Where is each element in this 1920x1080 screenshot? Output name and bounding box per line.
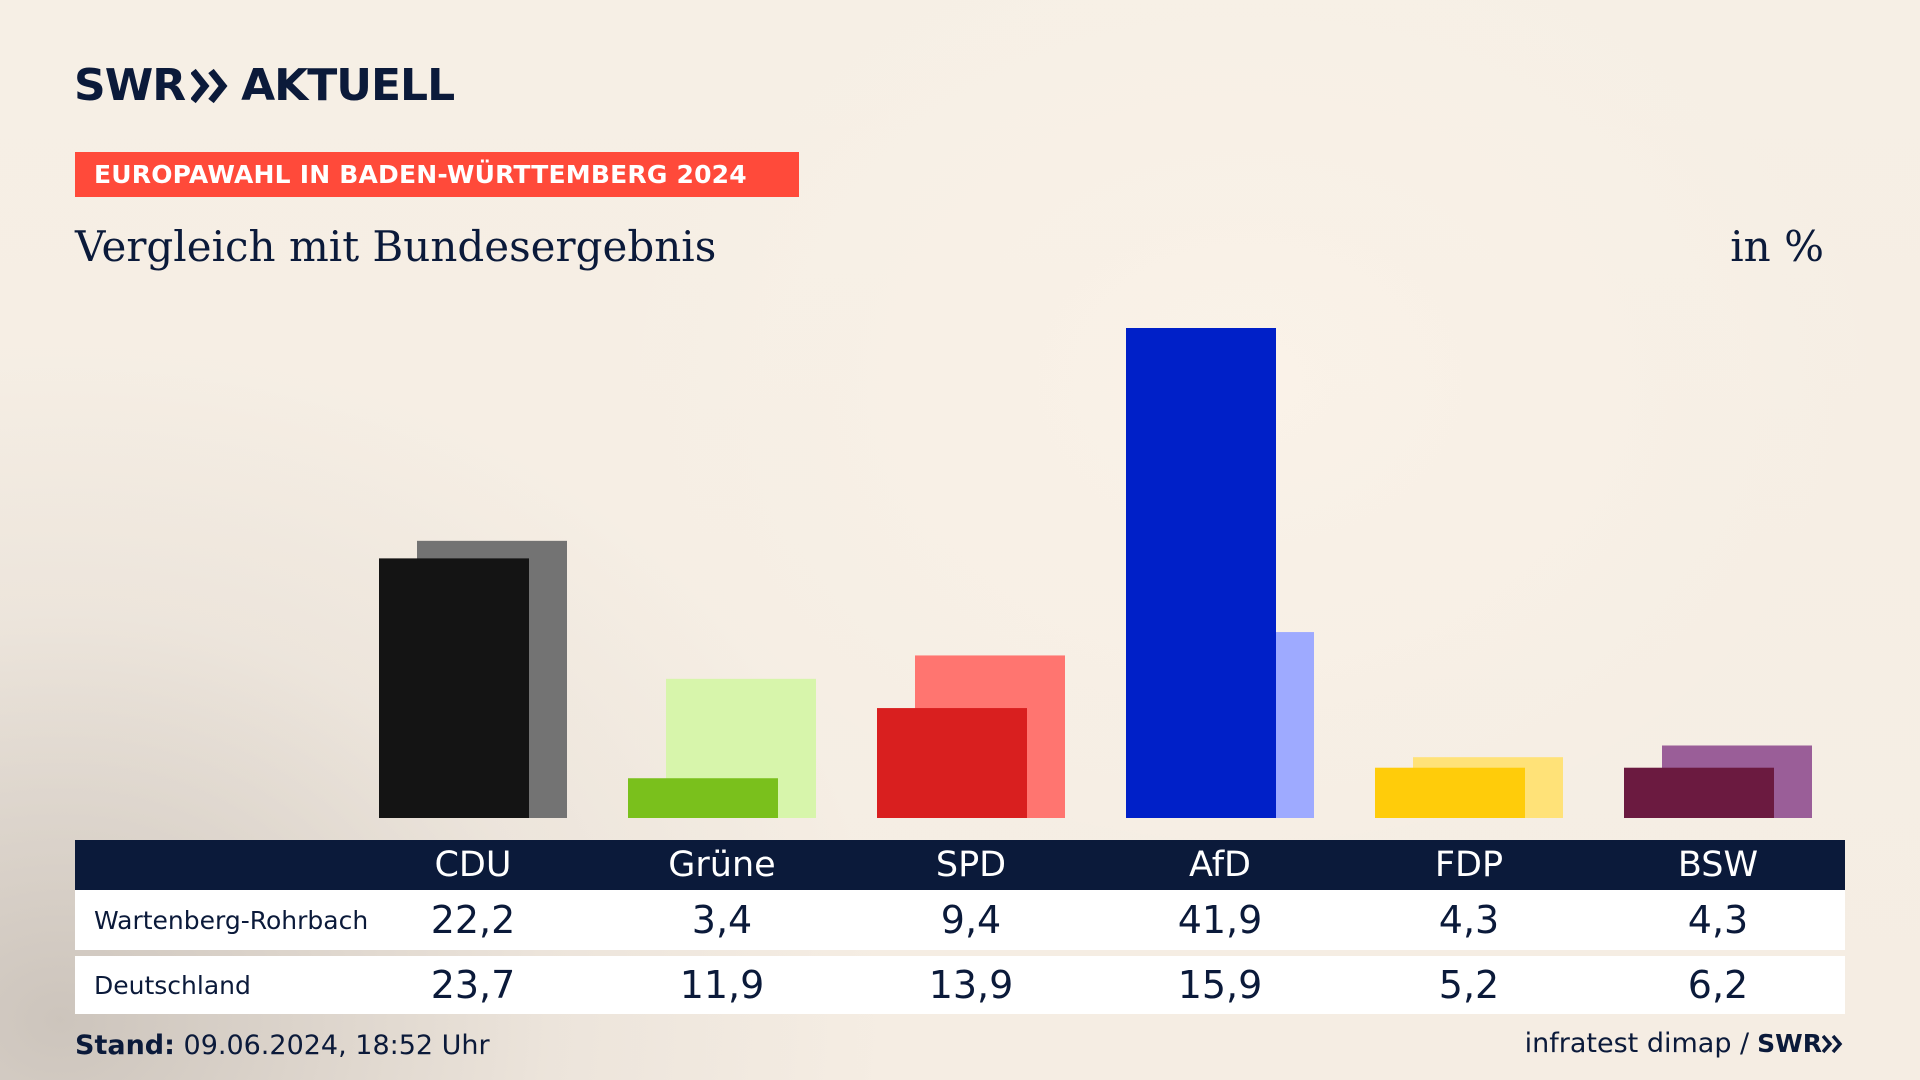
bar-deutschland-spd [915,655,1065,818]
row-label: Deutschland [94,970,251,1000]
value-cell: 22,2 [430,898,516,942]
bar-deutschland-grüne [666,678,816,818]
swr-small-logo: SWR [1757,1029,1844,1058]
election-banner: EUROPAWAHL IN BADEN-WÜRTTEMBERG 2024 [75,152,799,197]
value-cell: 11,9 [679,963,765,1007]
stand-value: 09.06.2024, 18:52 Uhr [183,1030,490,1061]
chart-subtitle: Vergleich mit Bundesergebnis [75,222,717,271]
party-label: Grüne [668,845,776,885]
value-cell: 4,3 [1687,898,1749,942]
party-label: FDP [1434,845,1504,885]
double-chevron-icon [1822,1034,1843,1053]
value-cell: 5,2 [1438,963,1500,1007]
unit-label: in % [1730,222,1824,271]
bar-deutschland-fdp [1413,757,1563,818]
party-header-row: CDU Grüne SPD AfD FDP BSW [75,840,1845,890]
logo-swr-text: SWR [74,60,186,111]
value-cell: 41,9 [1177,898,1263,942]
timestamp: Stand: 09.06.2024, 18:52 Uhr [75,1030,490,1061]
value-cell: 15,9 [1177,963,1263,1007]
party-label: CDU [434,845,512,885]
bar-local-spd [877,708,1027,818]
source-credit: infratest dimap / SWR [1525,1028,1844,1059]
double-chevron-icon [191,68,228,104]
bar-local-bsw [1624,767,1774,818]
value-cell: 3,4 [691,898,753,942]
value-cell: 4,3 [1438,898,1500,942]
small-logo-text: SWR [1757,1029,1822,1058]
results-table: CDU Grüne SPD AfD FDP BSW Wartenberg-Rohrbach… [75,840,1845,1014]
party-label: SPD [935,845,1007,885]
bar-local-fdp [1375,767,1525,818]
value-cell: 9,4 [940,898,1002,942]
swr-aktuell-logo: SWR AKTUELL [74,60,455,111]
bar-deutschland-cdu [417,540,567,818]
table-row: Wartenberg-Rohrbach 22,2 3,4 9,4 41,9 4,3 4,3 [75,890,1845,950]
table-row: Deutschland 23,7 11,9 13,9 15,9 5,2 6,2 [75,956,1845,1014]
party-label: AfD [1189,845,1251,885]
bar-deutschland-afd [1164,632,1314,818]
bar-local-cdu [379,558,529,818]
value-cell: 6,2 [1687,963,1749,1007]
bar-local-afd [1126,328,1276,818]
logo-aktuell-text: AKTUELL [241,60,455,111]
value-cell: 23,7 [430,963,516,1007]
stand-label: Stand: [75,1030,175,1061]
row-label: Wartenberg-Rohrbach [94,905,369,935]
source-text: infratest dimap / [1524,1028,1750,1059]
bar-local-grüne [628,778,778,818]
party-label: BSW [1677,845,1759,885]
bar-deutschland-bsw [1662,745,1812,818]
value-cell: 13,9 [928,963,1014,1007]
